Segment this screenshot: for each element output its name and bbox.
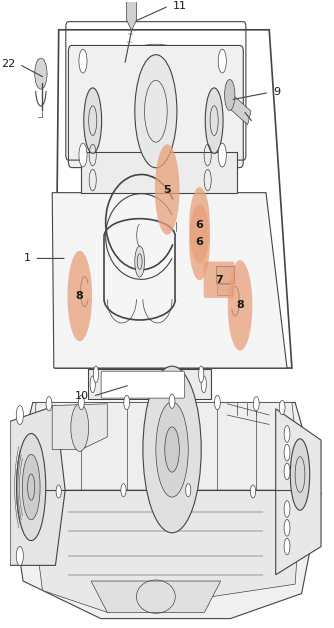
Ellipse shape (35, 58, 47, 89)
Ellipse shape (124, 396, 130, 409)
Ellipse shape (218, 49, 226, 73)
Polygon shape (52, 193, 287, 368)
Ellipse shape (67, 251, 92, 341)
Polygon shape (91, 581, 221, 612)
Polygon shape (10, 403, 321, 619)
Ellipse shape (22, 454, 40, 520)
Text: 8: 8 (236, 300, 244, 310)
Ellipse shape (214, 396, 220, 409)
Ellipse shape (71, 404, 89, 452)
Ellipse shape (135, 55, 177, 168)
Ellipse shape (284, 444, 290, 461)
Polygon shape (276, 409, 321, 575)
Ellipse shape (17, 433, 46, 541)
Text: 5: 5 (163, 185, 171, 195)
Bar (81, 152, 237, 193)
Text: 6: 6 (196, 237, 203, 247)
Ellipse shape (228, 260, 253, 350)
Ellipse shape (284, 463, 290, 480)
Ellipse shape (156, 402, 188, 497)
Ellipse shape (284, 519, 290, 536)
Ellipse shape (250, 485, 256, 498)
Polygon shape (52, 404, 107, 450)
Polygon shape (29, 490, 302, 612)
Ellipse shape (199, 366, 204, 382)
Text: 9: 9 (273, 87, 280, 97)
Text: 6: 6 (196, 220, 203, 230)
Ellipse shape (201, 376, 206, 392)
FancyBboxPatch shape (101, 371, 185, 398)
Text: 10: 10 (75, 391, 89, 401)
Ellipse shape (218, 143, 226, 167)
Ellipse shape (279, 401, 285, 414)
FancyBboxPatch shape (68, 45, 243, 168)
Ellipse shape (56, 485, 61, 498)
Ellipse shape (46, 397, 52, 411)
Ellipse shape (90, 376, 95, 392)
Ellipse shape (135, 246, 145, 277)
Ellipse shape (79, 49, 87, 73)
Ellipse shape (78, 396, 84, 409)
Ellipse shape (169, 394, 175, 408)
Ellipse shape (93, 366, 99, 382)
Bar (217, 284, 232, 295)
Ellipse shape (143, 366, 201, 533)
Ellipse shape (155, 144, 179, 235)
Text: 8: 8 (76, 291, 84, 301)
Polygon shape (88, 369, 211, 399)
Ellipse shape (224, 80, 235, 111)
Ellipse shape (284, 501, 290, 517)
Ellipse shape (16, 546, 23, 565)
Ellipse shape (121, 484, 126, 497)
Polygon shape (55, 30, 292, 368)
Ellipse shape (16, 406, 23, 425)
Polygon shape (10, 406, 65, 565)
Ellipse shape (284, 426, 290, 442)
Text: 11: 11 (173, 1, 187, 11)
Ellipse shape (84, 88, 102, 153)
Ellipse shape (189, 204, 210, 280)
Polygon shape (29, 403, 302, 490)
Ellipse shape (284, 538, 290, 555)
Text: 1: 1 (23, 254, 30, 263)
Ellipse shape (165, 427, 179, 472)
Ellipse shape (186, 484, 191, 497)
Ellipse shape (290, 439, 310, 510)
Text: 22: 22 (1, 59, 15, 69)
Ellipse shape (79, 143, 87, 167)
Ellipse shape (189, 187, 210, 263)
Polygon shape (127, 0, 137, 31)
Ellipse shape (254, 397, 259, 411)
FancyBboxPatch shape (204, 262, 234, 298)
Bar (227, 92, 251, 125)
Ellipse shape (205, 88, 223, 153)
Bar (216, 266, 233, 283)
Text: 7: 7 (215, 274, 223, 284)
